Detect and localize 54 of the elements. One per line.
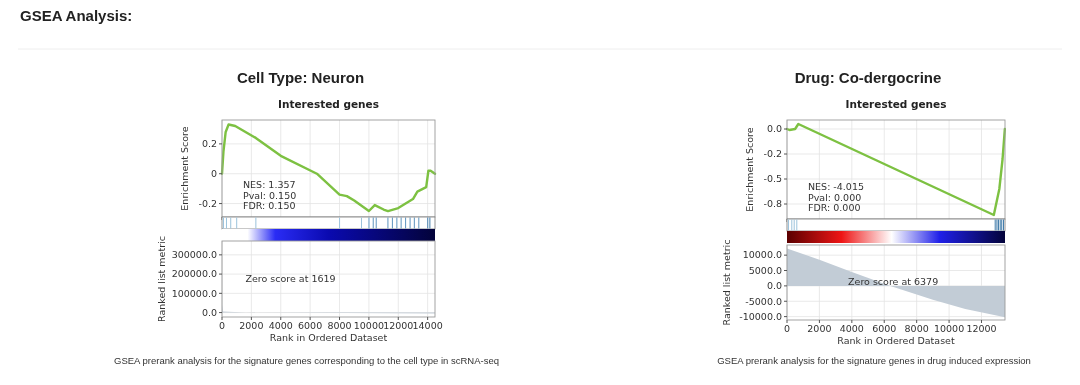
y-tick-label: 100000.0 — [171, 287, 217, 299]
y-tick-label: 0.0 — [766, 280, 782, 292]
annotation: NES: -4.015 — [808, 181, 864, 192]
x-tick-label: 4000 — [268, 320, 293, 331]
annotation: Pval: 0.000 — [808, 191, 862, 203]
y-tick-label: 0 — [210, 168, 217, 180]
y-axis-title: Enrichment Score — [743, 127, 755, 212]
y-tick-label: 0.2 — [201, 138, 217, 150]
y-tick-label: -0.5 — [763, 173, 782, 185]
line-series — [220, 123, 437, 213]
x-tick-label: 6000 — [872, 323, 897, 334]
x-tick-label: 2000 — [239, 320, 264, 331]
y-tick-label: 5000.0 — [748, 264, 782, 276]
y-axis-title: Ranked list metric — [721, 239, 733, 326]
annotation: FDR: 0.150 — [243, 200, 296, 211]
x-tick-label: 14000 — [412, 320, 443, 331]
x-axis-title: Rank in Ordered Dataset — [269, 332, 388, 343]
annotation: Zero score at 1619 — [245, 272, 336, 284]
text: GSEA Analysis: — [20, 7, 133, 24]
chart-subtitle: Interested genes — [278, 98, 379, 110]
annotation: Pval: 0.150 — [243, 189, 297, 201]
x-tick-label: 0 — [218, 320, 226, 331]
y-tick-label: 10000.0 — [742, 249, 782, 261]
y-axis-title: Enrichment Score — [178, 126, 190, 211]
chart-title: Drug: Co-dergocrine — [794, 69, 942, 86]
text: GSEA prerank analysis for the signature genes corresponding to the cell type in scRNA-seq — [114, 355, 499, 366]
x-tick-label: 12000 — [383, 320, 414, 331]
y-tick-label: -0.2 — [763, 148, 782, 160]
line-series — [785, 122, 1007, 217]
x-tick-label: 0 — [783, 323, 791, 334]
chart-subtitle: Interested genes — [845, 98, 947, 110]
y-axis-title: Ranked list metric — [156, 236, 168, 322]
x-axis-title: Rank in Ordered Dataset — [837, 335, 955, 346]
x-tick-label: 8000 — [327, 320, 352, 331]
y-tick-label: -10000.0 — [739, 310, 782, 322]
x-tick-label: 8000 — [904, 323, 929, 334]
x-tick-label: 4000 — [839, 323, 864, 334]
annotation: FDR: 0.000 — [808, 202, 861, 213]
y-tick-label: -0.8 — [763, 198, 782, 210]
x-tick-label: 12000 — [966, 323, 997, 334]
x-tick-label: 10000 — [353, 320, 385, 331]
y-tick-label: 300000.0 — [171, 249, 217, 261]
x-tick-label: 10000 — [933, 323, 965, 334]
text: GSEA prerank analysis for the signature genes in drug induced expression — [717, 355, 1031, 366]
y-tick-label: 200000.0 — [171, 268, 217, 280]
y-tick-label: 0.0 — [766, 123, 782, 135]
x-tick-label: 6000 — [298, 320, 323, 331]
chart-title: Cell Type: Neuron — [236, 69, 365, 86]
y-tick-label: -5000.0 — [745, 295, 782, 307]
y-tick-label: -0.2 — [198, 197, 217, 209]
x-tick-label: 2000 — [807, 323, 832, 334]
y-tick-label: 0.0 — [201, 306, 217, 318]
annotation: NES: 1.357 — [243, 179, 296, 190]
annotation: Zero score at 6379 — [848, 276, 939, 288]
